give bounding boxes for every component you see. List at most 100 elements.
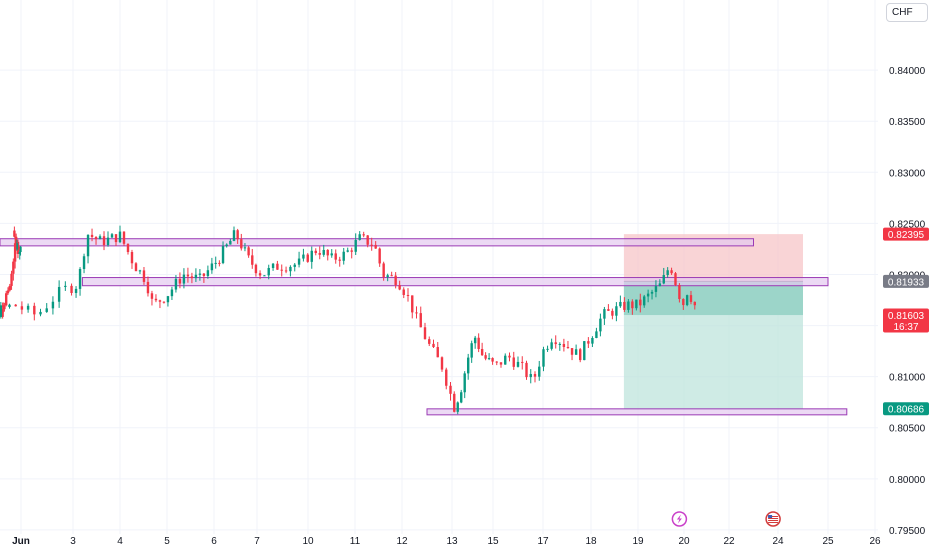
candle-body bbox=[615, 306, 618, 316]
price-tick-label: 0.81000 bbox=[889, 373, 926, 384]
candle-body bbox=[521, 361, 524, 363]
candle-body bbox=[78, 269, 82, 289]
candle-body bbox=[170, 289, 174, 297]
time-tick-label: 6 bbox=[211, 536, 217, 547]
candle-body bbox=[411, 295, 414, 313]
candle-body bbox=[491, 358, 494, 362]
candle-body bbox=[338, 259, 341, 261]
price-tick-label: 0.83000 bbox=[889, 168, 926, 179]
candle-body bbox=[263, 275, 266, 277]
candle-body bbox=[12, 261, 15, 274]
candle-body bbox=[6, 290, 10, 294]
candle-body bbox=[1, 309, 4, 317]
candle-body bbox=[658, 283, 662, 287]
candle-body bbox=[3, 305, 6, 310]
candle-body bbox=[314, 250, 317, 254]
candle-body bbox=[284, 270, 288, 272]
candle-body bbox=[460, 392, 463, 403]
candle-body bbox=[94, 237, 98, 240]
candle-body bbox=[19, 246, 22, 253]
candle-body bbox=[487, 358, 491, 360]
candle-body bbox=[666, 270, 669, 276]
support-zone-lower[interactable] bbox=[426, 408, 848, 416]
lightning-event-icon[interactable] bbox=[671, 511, 688, 527]
candle-body bbox=[587, 341, 590, 344]
resistance-zone-middle[interactable] bbox=[81, 277, 829, 287]
candle-body bbox=[382, 263, 385, 277]
candle-body bbox=[134, 263, 138, 272]
time-tick-label: 11 bbox=[350, 536, 361, 547]
candle-body bbox=[310, 250, 313, 262]
candle-body bbox=[198, 273, 202, 275]
candle-body bbox=[456, 402, 459, 412]
candle-body bbox=[276, 263, 279, 270]
candle-body bbox=[495, 361, 498, 363]
currency-button[interactable]: CHF bbox=[886, 3, 928, 22]
candle-body bbox=[258, 273, 262, 276]
candle-body bbox=[302, 254, 305, 259]
candle-body bbox=[366, 235, 369, 245]
candle-body bbox=[477, 337, 480, 349]
candle-body bbox=[114, 234, 118, 243]
candle-body bbox=[538, 366, 541, 377]
candle-body bbox=[254, 264, 258, 274]
candle-body bbox=[90, 234, 94, 238]
candle-body bbox=[102, 236, 106, 246]
time-tick-label: 17 bbox=[537, 536, 549, 547]
candle-body bbox=[484, 355, 487, 359]
candle-body bbox=[14, 304, 17, 307]
candle-body bbox=[689, 295, 693, 302]
candle-body bbox=[674, 273, 677, 286]
candle-body bbox=[635, 299, 638, 309]
candle-body bbox=[470, 343, 473, 358]
candle-body bbox=[466, 357, 470, 374]
time-tick-label: 3 bbox=[70, 536, 76, 547]
candle-body bbox=[678, 285, 681, 299]
svg-text:0.80686: 0.80686 bbox=[888, 405, 925, 416]
candle-body bbox=[174, 278, 178, 290]
candle-body bbox=[8, 304, 11, 308]
resistance-zone-upper[interactable] bbox=[0, 238, 754, 247]
candle-body bbox=[118, 231, 122, 243]
time-axis[interactable]: Jun 3 4 5 6 7 10 11 12 13 15 17 18 19 20 22 24 25 26 bbox=[12, 536, 881, 547]
candle-body bbox=[297, 258, 301, 265]
candle-body bbox=[346, 250, 349, 252]
candle-body bbox=[562, 343, 566, 347]
candle-body bbox=[432, 343, 435, 348]
candle-body bbox=[583, 341, 586, 361]
candle-body bbox=[10, 273, 13, 286]
candle-body bbox=[251, 255, 254, 265]
candle-body bbox=[579, 349, 582, 361]
candle-body bbox=[51, 301, 55, 309]
candle-body bbox=[247, 247, 250, 256]
time-tick-label: Jun bbox=[12, 536, 30, 547]
candle-body bbox=[499, 362, 503, 365]
candle-body bbox=[280, 269, 283, 271]
candle-body bbox=[591, 338, 594, 344]
candle-body bbox=[358, 234, 361, 240]
candle-body bbox=[682, 298, 685, 306]
candle-body bbox=[33, 305, 36, 315]
candle-body bbox=[70, 285, 73, 293]
event-markers[interactable] bbox=[671, 511, 781, 527]
candle-body bbox=[428, 339, 431, 344]
candle-body bbox=[566, 346, 570, 349]
price-axis[interactable]: 0.840000.835000.830000.825000.820000.815… bbox=[889, 66, 926, 537]
time-tick-label: 18 bbox=[585, 536, 597, 547]
candle-body bbox=[182, 274, 186, 284]
time-tick-label: 13 bbox=[446, 536, 458, 547]
candle-body bbox=[558, 343, 561, 345]
candle-body bbox=[643, 296, 646, 306]
candle-body bbox=[670, 270, 673, 274]
candle-body bbox=[186, 274, 190, 277]
candle-body bbox=[45, 308, 48, 312]
us-flag-event-icon[interactable] bbox=[765, 511, 781, 527]
candle-body bbox=[326, 249, 329, 256]
candle-body bbox=[693, 301, 696, 306]
candle-body bbox=[26, 305, 30, 310]
candle-body bbox=[639, 299, 642, 306]
candle-body bbox=[362, 234, 365, 236]
short-position-tool[interactable] bbox=[623, 234, 803, 409]
